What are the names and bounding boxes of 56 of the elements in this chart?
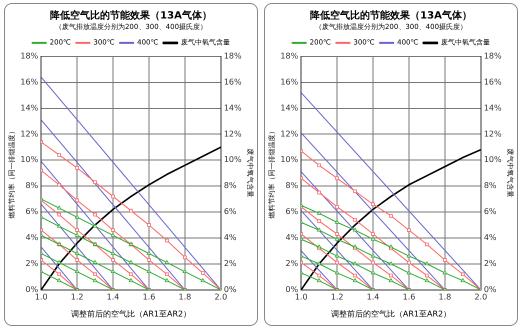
y-tick-label: 6% xyxy=(285,207,299,216)
y-tick-label: 16% xyxy=(20,77,39,86)
y2-tick-label: 10% xyxy=(224,155,242,164)
x-tick-label: 1.6 xyxy=(402,292,416,302)
y-tick-label: 10% xyxy=(20,155,39,164)
x-tick-label: 1.4 xyxy=(366,292,380,302)
x-tick-label: 1.8 xyxy=(178,292,192,302)
x-tick-label: 1.0 xyxy=(294,292,308,302)
x-tick-label: 1.8 xyxy=(438,292,452,302)
y2-tick-label: 10% xyxy=(484,155,502,164)
x-axis-title: 调整前后的空气比（AR1至AR2） xyxy=(70,309,192,318)
y2-tick-label: 18% xyxy=(484,51,502,60)
y-tick-label: 8% xyxy=(25,181,39,190)
y2-tick-label: 18% xyxy=(224,51,242,60)
y2-tick-label: 14% xyxy=(224,103,242,112)
y2-tick-label: 4% xyxy=(224,233,237,242)
x-tick-label: 1.2 xyxy=(330,292,344,302)
y-tick-label: 18% xyxy=(280,51,299,60)
x-tick-label: 2.0 xyxy=(214,292,228,302)
y2-tick-label: 12% xyxy=(224,129,242,138)
y2-tick-label: 12% xyxy=(484,129,502,138)
y-tick-label: 16% xyxy=(280,77,299,86)
y2-tick-label: 8% xyxy=(484,181,497,190)
y2-tick-label: 6% xyxy=(484,207,497,216)
y2-tick-label: 6% xyxy=(224,207,237,216)
x-tick-label: 1.6 xyxy=(142,292,156,302)
chart-title: 降低空气比的节能效果（13A气体） xyxy=(310,10,472,22)
y-tick-label: 2% xyxy=(25,258,39,268)
y-tick-label: 0% xyxy=(285,284,299,294)
y2-tick-label: 4% xyxy=(484,233,497,242)
x-tick-label: 1.2 xyxy=(70,292,84,302)
y2-tick-label: 2% xyxy=(484,258,497,268)
y2-tick-label: 16% xyxy=(224,77,242,86)
y2-tick-label: 16% xyxy=(484,77,502,86)
y-tick-label: 18% xyxy=(20,51,39,60)
y-tick-label: 8% xyxy=(285,181,299,190)
y-tick-label: 4% xyxy=(25,233,39,242)
y-tick-label: 14% xyxy=(280,103,299,112)
y-tick-label: 12% xyxy=(20,129,39,138)
y-tick-label: 10% xyxy=(280,155,299,164)
y-tick-label: 4% xyxy=(285,233,299,242)
chart-title: 降低空气比的节能效果（13A气体） xyxy=(50,10,212,22)
y-tick-label: 12% xyxy=(280,129,299,138)
y-tick-label: 0% xyxy=(25,284,39,294)
y-tick-label: 14% xyxy=(20,103,39,112)
x-tick-label: 2.0 xyxy=(474,292,488,302)
y-tick-label: 6% xyxy=(25,207,39,216)
y-tick-label: 2% xyxy=(285,258,299,268)
x-tick-label: 1.4 xyxy=(106,292,120,302)
y2-tick-label: 0% xyxy=(484,284,497,294)
y2-tick-label: 8% xyxy=(224,181,237,190)
y2-tick-label: 14% xyxy=(484,103,502,112)
y2-tick-label: 2% xyxy=(224,258,237,268)
y2-tick-label: 0% xyxy=(224,284,237,294)
x-axis-title: 调整前后的空气比（AR1至AR2） xyxy=(330,309,452,318)
x-tick-label: 1.0 xyxy=(34,292,48,302)
